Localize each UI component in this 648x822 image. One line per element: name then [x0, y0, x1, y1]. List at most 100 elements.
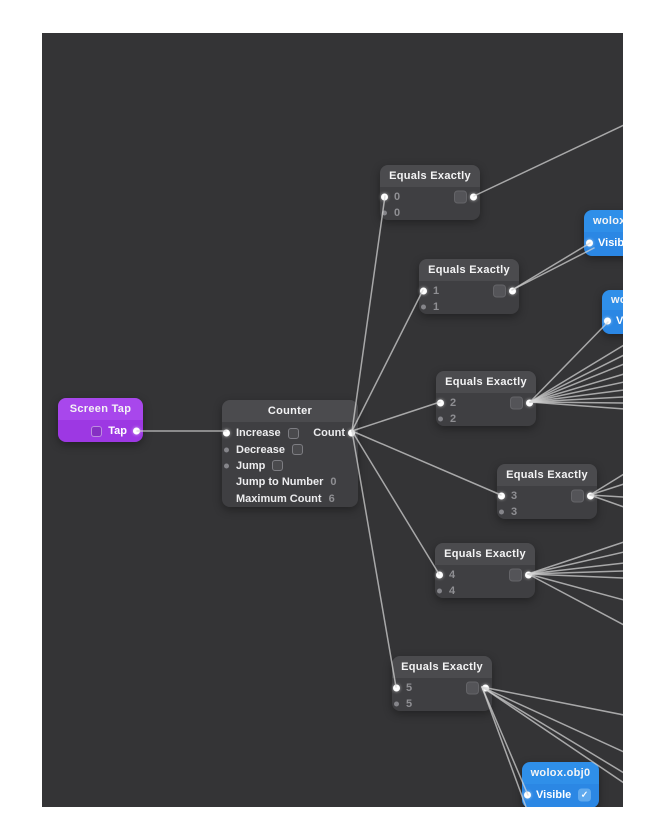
equals-input1-value[interactable]: 3 — [511, 490, 518, 502]
equals-input2-value[interactable]: 5 — [406, 698, 413, 710]
wire[interactable] — [527, 573, 623, 579]
decrease-label: Decrease — [236, 443, 285, 456]
object-node-b[interactable]: wolox Visible — [602, 290, 623, 334]
wire[interactable] — [473, 124, 623, 197]
equals-input1-value[interactable]: 5 — [406, 682, 413, 694]
equals-input1-value[interactable]: 2 — [450, 397, 457, 409]
equals-exactly-node-1[interactable]: Equals Exactly 1 1 — [419, 259, 519, 314]
wire[interactable] — [527, 562, 623, 575]
equals-input1-port[interactable] — [381, 193, 388, 201]
wire[interactable] — [527, 573, 623, 601]
object-node-wolox-obj0[interactable]: wolox.obj0 Visible ✓ — [522, 762, 599, 807]
equals-input1-value[interactable]: 4 — [449, 569, 456, 581]
equals-input2-value[interactable]: 0 — [394, 207, 401, 219]
wire[interactable] — [527, 570, 623, 575]
equals-output-checkbox[interactable] — [571, 489, 584, 503]
decrease-input-port[interactable] — [224, 447, 229, 453]
object-node-a[interactable]: wolox Visible — [584, 210, 623, 256]
wire[interactable] — [351, 401, 441, 432]
equals-exactly-node-3[interactable]: Equals Exactly 3 3 — [497, 464, 597, 519]
jump-checkbox[interactable] — [272, 460, 284, 472]
equals-input1-port[interactable] — [393, 684, 400, 692]
equals-exactly-node-2[interactable]: Equals Exactly 2 2 — [436, 371, 536, 426]
equals-input2-port[interactable] — [382, 210, 387, 216]
wire[interactable] — [529, 389, 623, 403]
jump-to-number-value[interactable]: 0 — [330, 476, 337, 489]
equals-input1-value[interactable]: 1 — [433, 285, 440, 297]
equals-output-port[interactable] — [587, 492, 594, 500]
wire[interactable] — [529, 344, 623, 403]
wire[interactable] — [527, 573, 623, 626]
equals-input2-value[interactable]: 1 — [433, 301, 440, 313]
equals-input1-port[interactable] — [420, 287, 427, 295]
equals-input1-port[interactable] — [436, 571, 443, 579]
wire[interactable] — [529, 396, 623, 403]
equals-input2-port[interactable] — [421, 304, 426, 310]
equals-output-checkbox[interactable] — [466, 681, 479, 695]
wire[interactable] — [511, 247, 595, 291]
jump-label: Jump — [236, 459, 266, 472]
wire[interactable] — [529, 401, 623, 404]
wire[interactable] — [481, 686, 623, 753]
equals-title: Equals Exactly — [419, 259, 519, 281]
wire[interactable] — [529, 381, 623, 403]
equals-exactly-node-4[interactable]: Equals Exactly 4 4 — [435, 543, 535, 598]
wire[interactable] — [527, 541, 623, 575]
decrease-checkbox[interactable] — [291, 444, 303, 456]
equals-output-checkbox[interactable] — [510, 396, 523, 410]
visible-input-port[interactable] — [524, 791, 531, 799]
tap-checkbox[interactable] — [91, 425, 103, 437]
node-graph-canvas[interactable]: Screen Tap Tap Counter Increase Count — [42, 33, 623, 807]
equals-exactly-node-5[interactable]: Equals Exactly 5 5 — [392, 656, 492, 711]
counter-node[interactable]: Counter Increase Count Decrease — [222, 400, 358, 507]
visible-input-port[interactable] — [604, 317, 611, 325]
wire[interactable] — [481, 686, 623, 774]
wire[interactable] — [529, 401, 623, 410]
equals-input2-port[interactable] — [394, 701, 399, 707]
wire[interactable] — [351, 195, 386, 432]
equals-output-port[interactable] — [526, 399, 533, 407]
wire[interactable] — [511, 242, 591, 291]
increase-checkbox[interactable] — [287, 427, 299, 439]
screen-tap-node[interactable]: Screen Tap Tap — [58, 398, 143, 442]
equals-output-port[interactable] — [525, 571, 532, 579]
maximum-count-label: Maximum Count — [236, 492, 322, 505]
wire[interactable] — [529, 354, 623, 403]
equals-output-checkbox[interactable] — [493, 284, 506, 298]
wire[interactable] — [351, 430, 440, 575]
equals-output-port[interactable] — [470, 193, 477, 201]
equals-input2-value[interactable]: 4 — [449, 585, 456, 597]
equals-exactly-node-0[interactable]: Equals Exactly 0 0 — [380, 165, 480, 220]
wire[interactable] — [529, 363, 623, 403]
wire[interactable] — [529, 373, 623, 403]
equals-input2-port[interactable] — [499, 509, 504, 515]
equals-input1-value[interactable]: 0 — [394, 191, 401, 203]
equals-title: Equals Exactly — [435, 543, 535, 565]
equals-input2-port[interactable] — [437, 588, 442, 594]
equals-title: Equals Exactly — [497, 464, 597, 486]
wire[interactable] — [527, 551, 623, 575]
equals-input1-port[interactable] — [498, 492, 505, 500]
count-output-port[interactable] — [348, 429, 355, 437]
equals-input1-port[interactable] — [437, 399, 444, 407]
wire[interactable] — [481, 686, 623, 716]
increase-input-port[interactable] — [223, 429, 230, 437]
visible-checkbox-checked[interactable]: ✓ — [578, 788, 591, 802]
visible-input-port[interactable] — [586, 239, 593, 247]
equals-input2-value[interactable]: 3 — [511, 506, 518, 518]
wire[interactable] — [529, 321, 609, 403]
wire[interactable] — [351, 430, 502, 496]
tap-output-port[interactable] — [133, 427, 140, 435]
maximum-count-value[interactable]: 6 — [328, 492, 335, 505]
equals-output-checkbox[interactable] — [454, 190, 467, 204]
object-node-title: wolox — [602, 290, 623, 310]
wire[interactable] — [351, 430, 397, 688]
wire[interactable] — [351, 289, 424, 432]
equals-input2-value[interactable]: 2 — [450, 413, 457, 425]
equals-input2-port[interactable] — [438, 416, 443, 422]
equals-output-port[interactable] — [482, 684, 489, 692]
equals-output-port[interactable] — [509, 287, 516, 295]
jump-input-port[interactable] — [224, 463, 229, 469]
equals-output-checkbox[interactable] — [509, 568, 522, 582]
